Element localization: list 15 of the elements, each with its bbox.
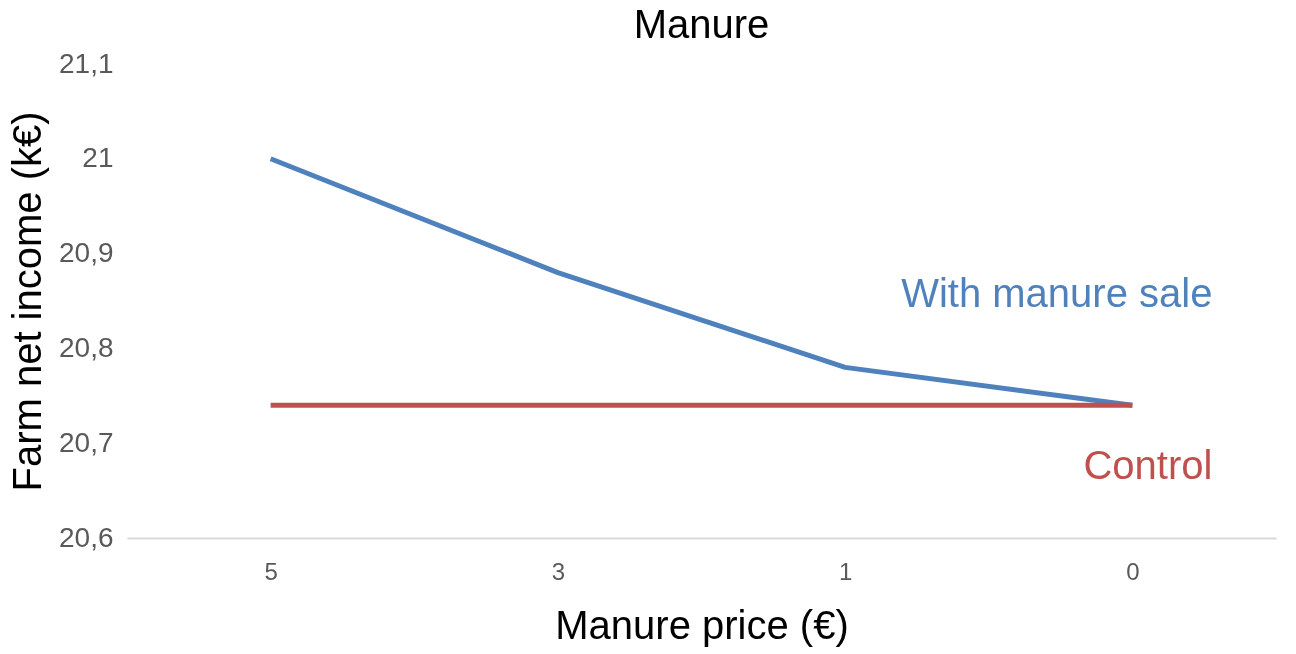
y-axis-title: Farm net income (k€) [5, 111, 49, 492]
x-axis-title: Manure price (€) [555, 602, 849, 647]
x-tick-label: 5 [264, 557, 278, 585]
y-tick-label: 20,8 [59, 331, 114, 363]
x-tick-label: 3 [551, 557, 566, 585]
y-tick-label: 20,6 [59, 521, 114, 553]
x-tick-label: 0 [1126, 557, 1140, 585]
y-tick-label: 20,9 [59, 237, 114, 269]
series-label: With manure sale [901, 271, 1213, 316]
y-tick-label: 20,7 [59, 426, 114, 458]
x-tick-label: 1 [838, 557, 853, 585]
y-tick-label: 21,1 [59, 47, 114, 79]
y-tick-label: 21 [82, 142, 114, 174]
chart-title: Manure [633, 2, 770, 46]
series-label: Control [1083, 443, 1213, 488]
